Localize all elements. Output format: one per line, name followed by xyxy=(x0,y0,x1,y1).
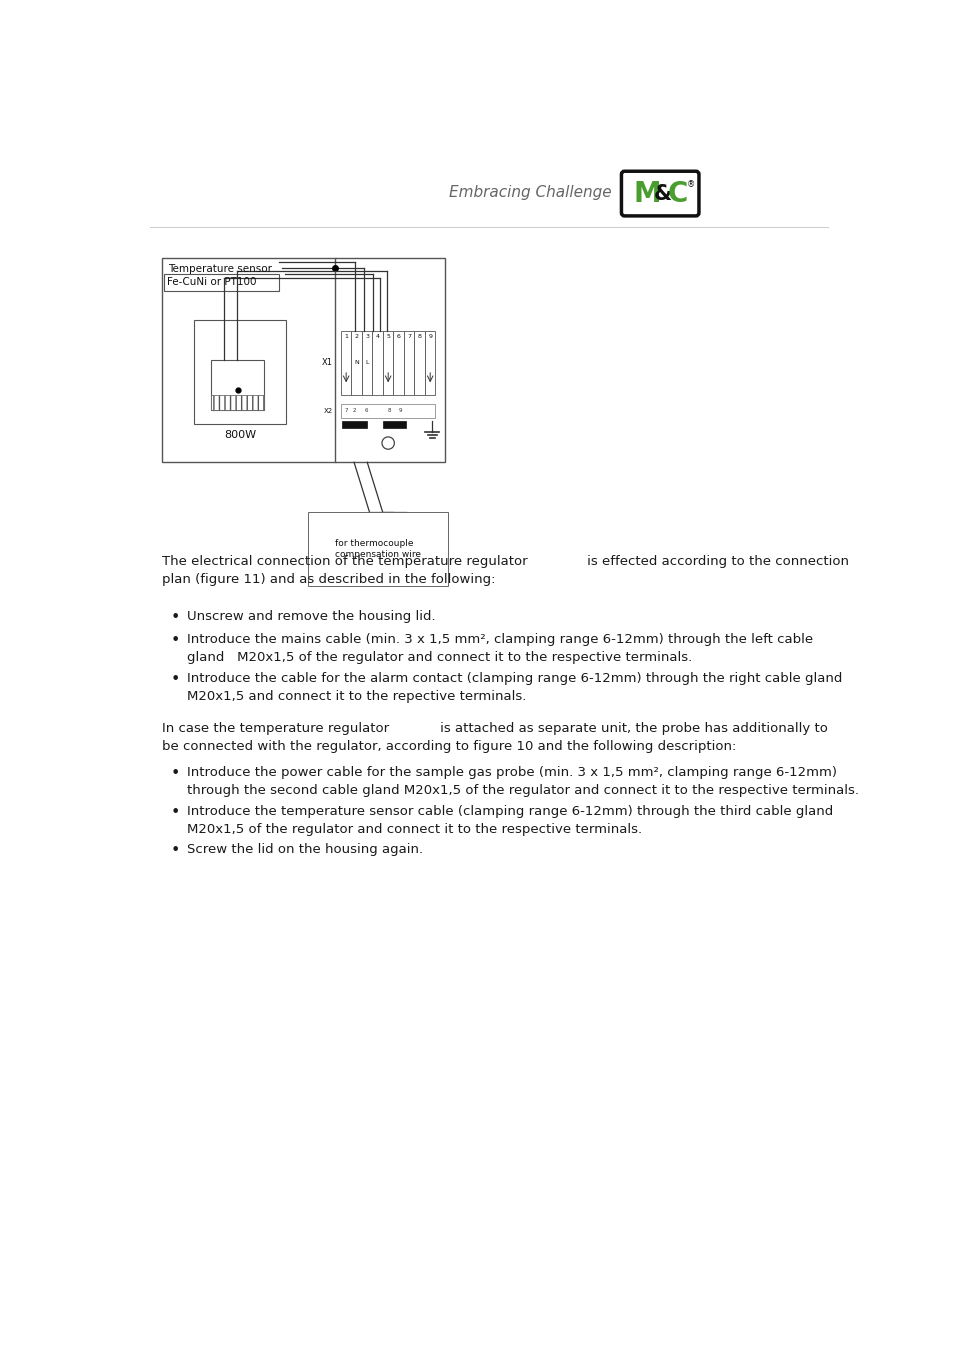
Text: M: M xyxy=(633,180,660,208)
Text: ®: ® xyxy=(686,181,694,189)
Text: Introduce the cable for the alarm contact (clamping range 6-12mm) through the ri: Introduce the cable for the alarm contac… xyxy=(187,672,841,703)
Text: 8: 8 xyxy=(417,335,421,339)
Text: X2: X2 xyxy=(324,408,333,413)
Text: for thermocouple
compensation wire: for thermocouple compensation wire xyxy=(335,539,420,559)
Text: 2: 2 xyxy=(353,408,356,413)
Text: 7: 7 xyxy=(344,408,348,413)
Text: Fe-CuNi or PT100: Fe-CuNi or PT100 xyxy=(167,277,256,288)
Text: In case the temperature regulator            is attached as separate unit, the p: In case the temperature regulator is att… xyxy=(162,722,827,753)
Bar xyxy=(351,331,361,394)
Text: 3: 3 xyxy=(365,335,369,339)
Text: 5: 5 xyxy=(386,335,390,339)
Bar xyxy=(424,331,435,394)
Text: L: L xyxy=(365,360,369,366)
Text: 6: 6 xyxy=(364,408,368,413)
Text: 2: 2 xyxy=(355,335,358,339)
Text: The electrical connection of the temperature regulator              is effected : The electrical connection of the tempera… xyxy=(162,555,848,586)
Text: Screw the lid on the housing again.: Screw the lid on the housing again. xyxy=(187,844,423,856)
Text: 9: 9 xyxy=(398,408,402,413)
Text: Temperature sensor: Temperature sensor xyxy=(168,265,272,274)
Text: 9: 9 xyxy=(428,335,432,339)
Text: 4: 4 xyxy=(375,335,379,339)
Bar xyxy=(372,331,382,394)
Bar xyxy=(162,258,335,462)
Bar xyxy=(382,421,406,428)
Text: N: N xyxy=(354,360,358,366)
Bar xyxy=(340,404,435,417)
Bar xyxy=(212,394,264,410)
Bar xyxy=(382,331,393,394)
FancyBboxPatch shape xyxy=(620,171,699,216)
Text: C: C xyxy=(667,180,688,208)
Bar xyxy=(194,320,286,424)
Text: X1: X1 xyxy=(322,359,333,367)
Text: Introduce the mains cable (min. 3 x 1,5 mm², clamping range 6-12mm) through the : Introduce the mains cable (min. 3 x 1,5 … xyxy=(187,633,813,664)
Bar xyxy=(342,421,367,428)
Bar xyxy=(403,331,414,394)
Bar xyxy=(361,331,372,394)
Bar xyxy=(335,258,444,462)
Text: •: • xyxy=(171,633,179,648)
Text: &: & xyxy=(654,184,672,204)
Text: •: • xyxy=(171,805,179,819)
Bar xyxy=(340,331,351,394)
Bar xyxy=(212,360,264,410)
Bar xyxy=(393,331,403,394)
Bar xyxy=(414,331,424,394)
Text: 7: 7 xyxy=(407,335,411,339)
Text: •: • xyxy=(171,610,179,625)
Text: Embracing Challenge: Embracing Challenge xyxy=(448,185,611,200)
Text: Introduce the power cable for the sample gas probe (min. 3 x 1,5 mm², clamping r: Introduce the power cable for the sample… xyxy=(187,767,859,798)
Text: 1: 1 xyxy=(344,335,348,339)
Text: Introduce the temperature sensor cable (clamping range 6-12mm) through the third: Introduce the temperature sensor cable (… xyxy=(187,805,833,836)
Text: •: • xyxy=(171,844,179,859)
Text: •: • xyxy=(171,672,179,687)
Text: 8: 8 xyxy=(388,408,391,413)
Text: 800W: 800W xyxy=(224,429,256,440)
Text: 6: 6 xyxy=(396,335,400,339)
Text: Unscrew and remove the housing lid.: Unscrew and remove the housing lid. xyxy=(187,610,436,624)
Bar xyxy=(164,274,278,290)
Text: •: • xyxy=(171,767,179,782)
